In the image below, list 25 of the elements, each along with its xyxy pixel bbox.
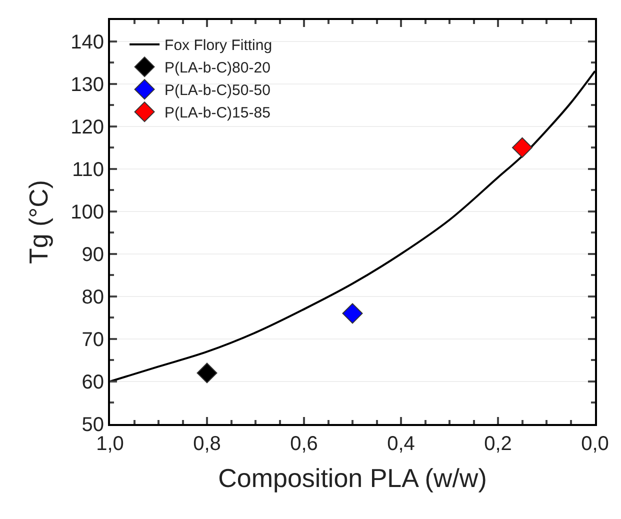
- point: [342, 303, 363, 324]
- x-tick-label: 0,4: [387, 433, 415, 455]
- y-axis-title: Tg (°C): [24, 180, 54, 264]
- x-tick-label: 0,6: [290, 433, 318, 455]
- x-tick-label: 0,8: [193, 433, 221, 455]
- y-tick-label: 70: [82, 328, 104, 351]
- y-tick-label: 140: [70, 31, 104, 54]
- x-tick-label: 0,0: [581, 433, 609, 455]
- y-tick-label: 110: [72, 158, 104, 181]
- y-tick-label: 100: [70, 201, 104, 224]
- point: [512, 137, 532, 158]
- y-tick-label: 90: [82, 244, 104, 266]
- point: [196, 362, 218, 384]
- y-tick-label: 60: [82, 371, 104, 394]
- y-tick-label: 80: [82, 286, 104, 308]
- y-tick-label: 120: [70, 116, 104, 138]
- y-tick-label: 50: [82, 414, 104, 436]
- legend-label: P(LA-b-C)80-20: [164, 60, 270, 77]
- x-tick-label: 1,0: [96, 433, 124, 455]
- x-axis-title: Composition PLA (w/w): [218, 463, 487, 494]
- legend-label: Fox Flory Fitting: [164, 37, 272, 54]
- legend-label: P(LA-b-C)50-50: [164, 82, 270, 100]
- x-tick-label: 0,2: [484, 433, 512, 455]
- legend-label: P(LA-b-C)15-85: [164, 104, 270, 122]
- y-tick-label: 130: [70, 74, 104, 96]
